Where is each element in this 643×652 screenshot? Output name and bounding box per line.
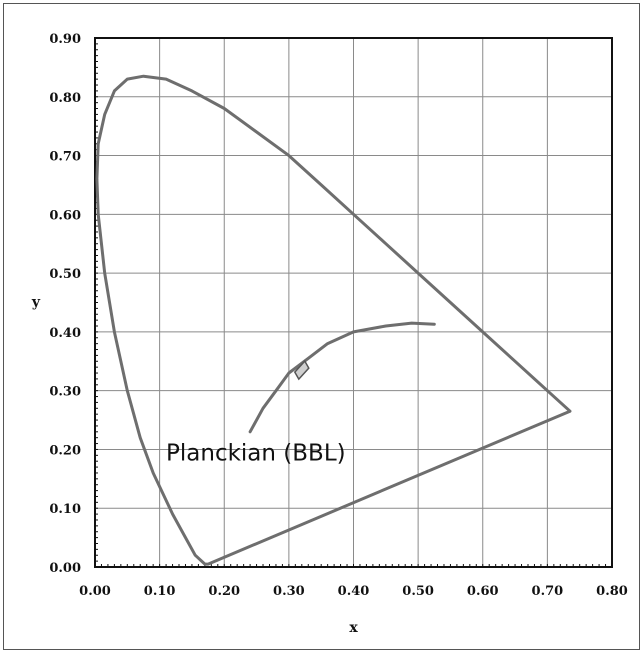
y-tick-label: 0.20 (49, 443, 81, 458)
y-tick-label: 0.30 (49, 385, 81, 400)
spectral-locus (95, 74, 572, 566)
x-tick-label: 0.80 (596, 584, 628, 599)
x-tick-label: 0.40 (338, 584, 370, 599)
x-tick-label: 0.70 (532, 584, 564, 599)
y-tick-label: 0.00 (49, 561, 81, 576)
marker-group (293, 359, 310, 381)
planckian-locus (248, 321, 436, 434)
y-tick-label: 0.50 (49, 267, 81, 282)
x-tick-label: 0.10 (144, 584, 176, 599)
y-axis-label: y (31, 295, 41, 311)
y-tick-label: 0.70 (49, 150, 81, 165)
planckian-annotation: Planckian (BBL) (166, 440, 346, 466)
x-tick-label: 0.20 (208, 584, 240, 599)
x-tick-labels: 0.00 0.10 0.20 0.30 0.40 0.50 0.60 0.70 0.80 (79, 584, 628, 599)
chart-frame (3, 3, 640, 650)
y-tick-label: 0.80 (49, 91, 81, 106)
x-tick-label: 0.30 (273, 584, 305, 599)
y-tick-label: 0.40 (49, 326, 81, 341)
y-tick-labels: 0.00 0.10 0.20 0.30 0.40 0.50 0.60 0.70 0.80 0.90 (49, 32, 81, 576)
y-tick-label: 0.90 (49, 32, 81, 47)
x-tick-label: 0.60 (467, 584, 499, 599)
series-group (95, 74, 572, 566)
grid (94, 37, 613, 568)
y-tick-label: 0.10 (49, 502, 81, 517)
x-tick-label: 0.00 (79, 584, 111, 599)
y-tick-label: 0.60 (49, 208, 81, 223)
x-axis-label: x (349, 620, 358, 636)
white-point-marker (293, 359, 310, 381)
x-tick-label: 0.50 (402, 584, 434, 599)
